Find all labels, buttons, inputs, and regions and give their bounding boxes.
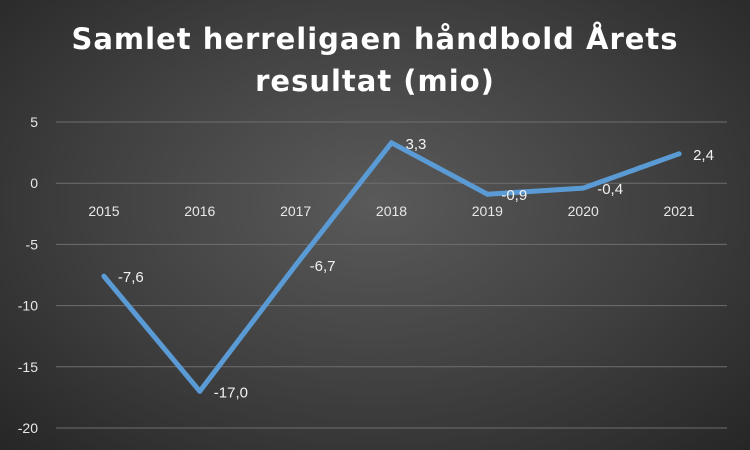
gridlines (56, 121, 727, 429)
data-point (197, 388, 203, 394)
y-tick-label: -20 (18, 420, 38, 436)
y-tick-label: 5 (30, 114, 38, 130)
y-axis: 5 0 -5 -10 -15 -20 (18, 114, 38, 436)
data-label: -0,9 (501, 187, 527, 204)
x-tick-label: 2015 (88, 203, 119, 219)
x-tick-label: 2019 (472, 203, 503, 219)
data-label: -17,0 (214, 384, 248, 401)
y-tick-label: 0 (30, 175, 38, 191)
data-point (484, 191, 490, 197)
y-tick-label: -5 (26, 236, 39, 252)
data-label: -0,4 (597, 181, 623, 198)
x-tick-label: 2016 (184, 203, 215, 219)
data-labels: -7,6 -17,0 -6,7 3,3 -0,9 -0,4 2,4 (118, 136, 714, 401)
chart-title-line-2: resultat (mio) (255, 64, 495, 98)
x-axis: 2015 2016 2017 2018 2019 2020 2021 (88, 203, 695, 219)
chart-title: Samlet herreligaen håndbold Årets result… (0, 18, 750, 102)
x-tick-label: 2017 (280, 203, 311, 219)
y-tick-label: -15 (18, 359, 38, 375)
data-point (580, 185, 586, 191)
series-group (101, 140, 682, 394)
chart-title-line-1: Samlet herreligaen håndbold Årets (71, 22, 679, 56)
data-label: 3,3 (406, 136, 427, 153)
series-line (101, 140, 682, 394)
data-point (293, 262, 299, 268)
data-label: -6,7 (310, 258, 336, 275)
data-point (101, 273, 107, 279)
data-point (389, 140, 394, 146)
x-tick-label: 2018 (376, 203, 407, 219)
data-label: -7,6 (118, 269, 144, 286)
x-tick-label: 2021 (663, 203, 694, 219)
data-label: 2,4 (693, 147, 714, 164)
x-tick-label: 2020 (568, 203, 599, 219)
data-point (676, 151, 682, 157)
y-tick-label: -10 (18, 298, 38, 314)
